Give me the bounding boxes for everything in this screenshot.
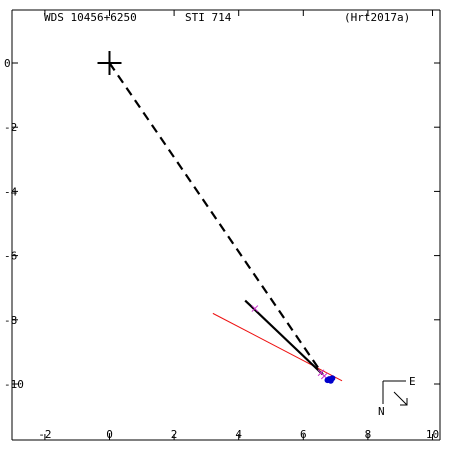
orbit-segment (244, 299, 324, 376)
y-tick-labels: 0 -2 -4 -6 -8 -10 (4, 57, 24, 391)
x-tick-label: 0 (106, 428, 113, 441)
observation-x-stroke (317, 369, 325, 377)
x-tick-label: -2 (38, 428, 51, 441)
wds-label: WDS 10456+6250 (44, 11, 137, 24)
y-tick-label: 0 (4, 57, 11, 70)
observation-point (324, 377, 331, 384)
x-tick-label: 10 (426, 428, 439, 441)
x-tick-label: 2 (171, 428, 178, 441)
observation-x-stroke (251, 305, 259, 312)
x-tick-label: 8 (365, 428, 372, 441)
y-tick-label: -10 (4, 378, 24, 391)
observation-point (329, 375, 336, 382)
compass-arrowhead (400, 398, 408, 406)
fit-line (212, 312, 343, 382)
chart-marks (97, 51, 343, 384)
observation-x (251, 305, 259, 312)
y-tick-label: -4 (4, 185, 18, 198)
primary-connector-dashed (108, 62, 324, 375)
reference-label: (Hrt2017a) (344, 11, 410, 24)
x-tick-label: 6 (300, 428, 307, 441)
compass-east-label: E (409, 375, 416, 388)
x-tick-label: 4 (235, 428, 242, 441)
compass-indicator: E N (378, 375, 416, 418)
plot-frame (11, 9, 441, 441)
compass-north-label: N (378, 405, 385, 418)
y-tick-label: -2 (4, 121, 17, 134)
y-tick-label: -8 (4, 314, 17, 327)
compass-direction-arrow (393, 391, 408, 406)
discoverer-label: STI 714 (185, 11, 232, 24)
x-tick-labels: -2 0 2 4 6 8 10 (38, 428, 439, 441)
observation-x-stroke (320, 372, 328, 380)
y-tick-label: -6 (4, 250, 17, 263)
axis-ticks (12, 10, 440, 440)
